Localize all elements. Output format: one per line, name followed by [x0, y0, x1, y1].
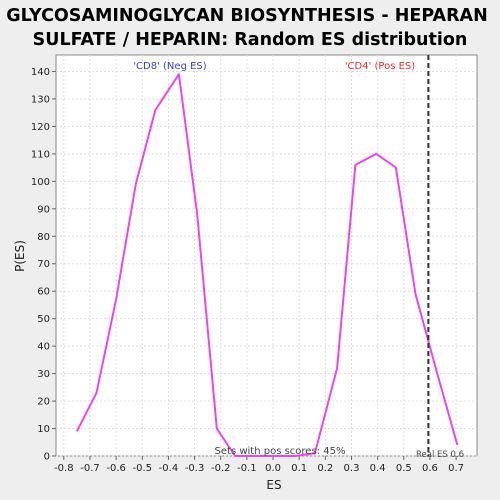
- y-tick-label: 60: [37, 287, 50, 298]
- y-tick-label: 110: [31, 149, 50, 160]
- y-axis-label: P(ES): [13, 240, 27, 272]
- x-tick-label: -0.2: [211, 463, 231, 474]
- footnote: Sets with pos scores: 45%: [215, 446, 346, 457]
- y-tick-label: 100: [31, 177, 50, 188]
- y-tick-label: 70: [37, 259, 50, 270]
- x-tick-label: -0.3: [185, 463, 205, 474]
- chart-title-line-2: SULFATE / HEPARIN: Random ES distributio…: [33, 30, 468, 50]
- real-es-label: Real ES 0.6: [416, 450, 464, 460]
- series-layer: [76, 73, 459, 457]
- y-tick-label: 120: [31, 122, 50, 133]
- x-tick-label: -0.4: [159, 463, 179, 474]
- x-tick-label: -0.7: [80, 463, 100, 474]
- x-tick-label: 0.6: [422, 463, 438, 474]
- y-tick-label: 0: [44, 452, 50, 463]
- x-tick-label: -0.5: [133, 463, 153, 474]
- x-tick-label: 0.0: [265, 463, 281, 474]
- chart-title-line-1: GLYCOSAMINOGLYCAN BIOSYNTHESIS - HEPARAN: [6, 6, 488, 26]
- x-tick-label: 0.5: [396, 463, 412, 474]
- plot-area: [55, 54, 478, 457]
- x-tick-label: -0.8: [54, 463, 74, 474]
- x-tick-label: 0.4: [370, 463, 386, 474]
- x-axis: -0.8 -0.7 -0.6 -0.5 -0.4 -0.3 -0.2 -0.1 0.0 0.1 0.…: [54, 456, 464, 474]
- y-tick-label: 40: [37, 342, 50, 353]
- series-line: [76, 73, 459, 457]
- y-axis: 0 10 20 30 40 50 60 70 80 90 100 110 120 130 140: [31, 67, 56, 463]
- neg-es-label: 'CD8' (Neg ES): [133, 61, 206, 72]
- y-tick-label: 130: [31, 94, 50, 105]
- pos-es-label: 'CD4' (Pos ES): [345, 61, 415, 72]
- x-tick-label: 0.3: [344, 463, 360, 474]
- x-tick-label: 0.7: [448, 463, 464, 474]
- y-tick-label: 20: [37, 397, 50, 408]
- x-tick-label: -0.1: [237, 463, 257, 474]
- y-tick-label: 50: [37, 314, 50, 325]
- x-tick-label: -0.6: [106, 463, 126, 474]
- y-tick-label: 80: [37, 232, 50, 243]
- y-tick-label: 90: [37, 204, 50, 215]
- grid: [56, 55, 477, 457]
- y-tick-label: 30: [37, 369, 50, 380]
- y-tick-label: 10: [37, 424, 50, 435]
- x-tick-label: 0.1: [291, 463, 307, 474]
- x-tick-label: 0.2: [317, 463, 333, 474]
- x-axis-label: ES: [266, 478, 281, 492]
- y-tick-label: 140: [31, 67, 50, 78]
